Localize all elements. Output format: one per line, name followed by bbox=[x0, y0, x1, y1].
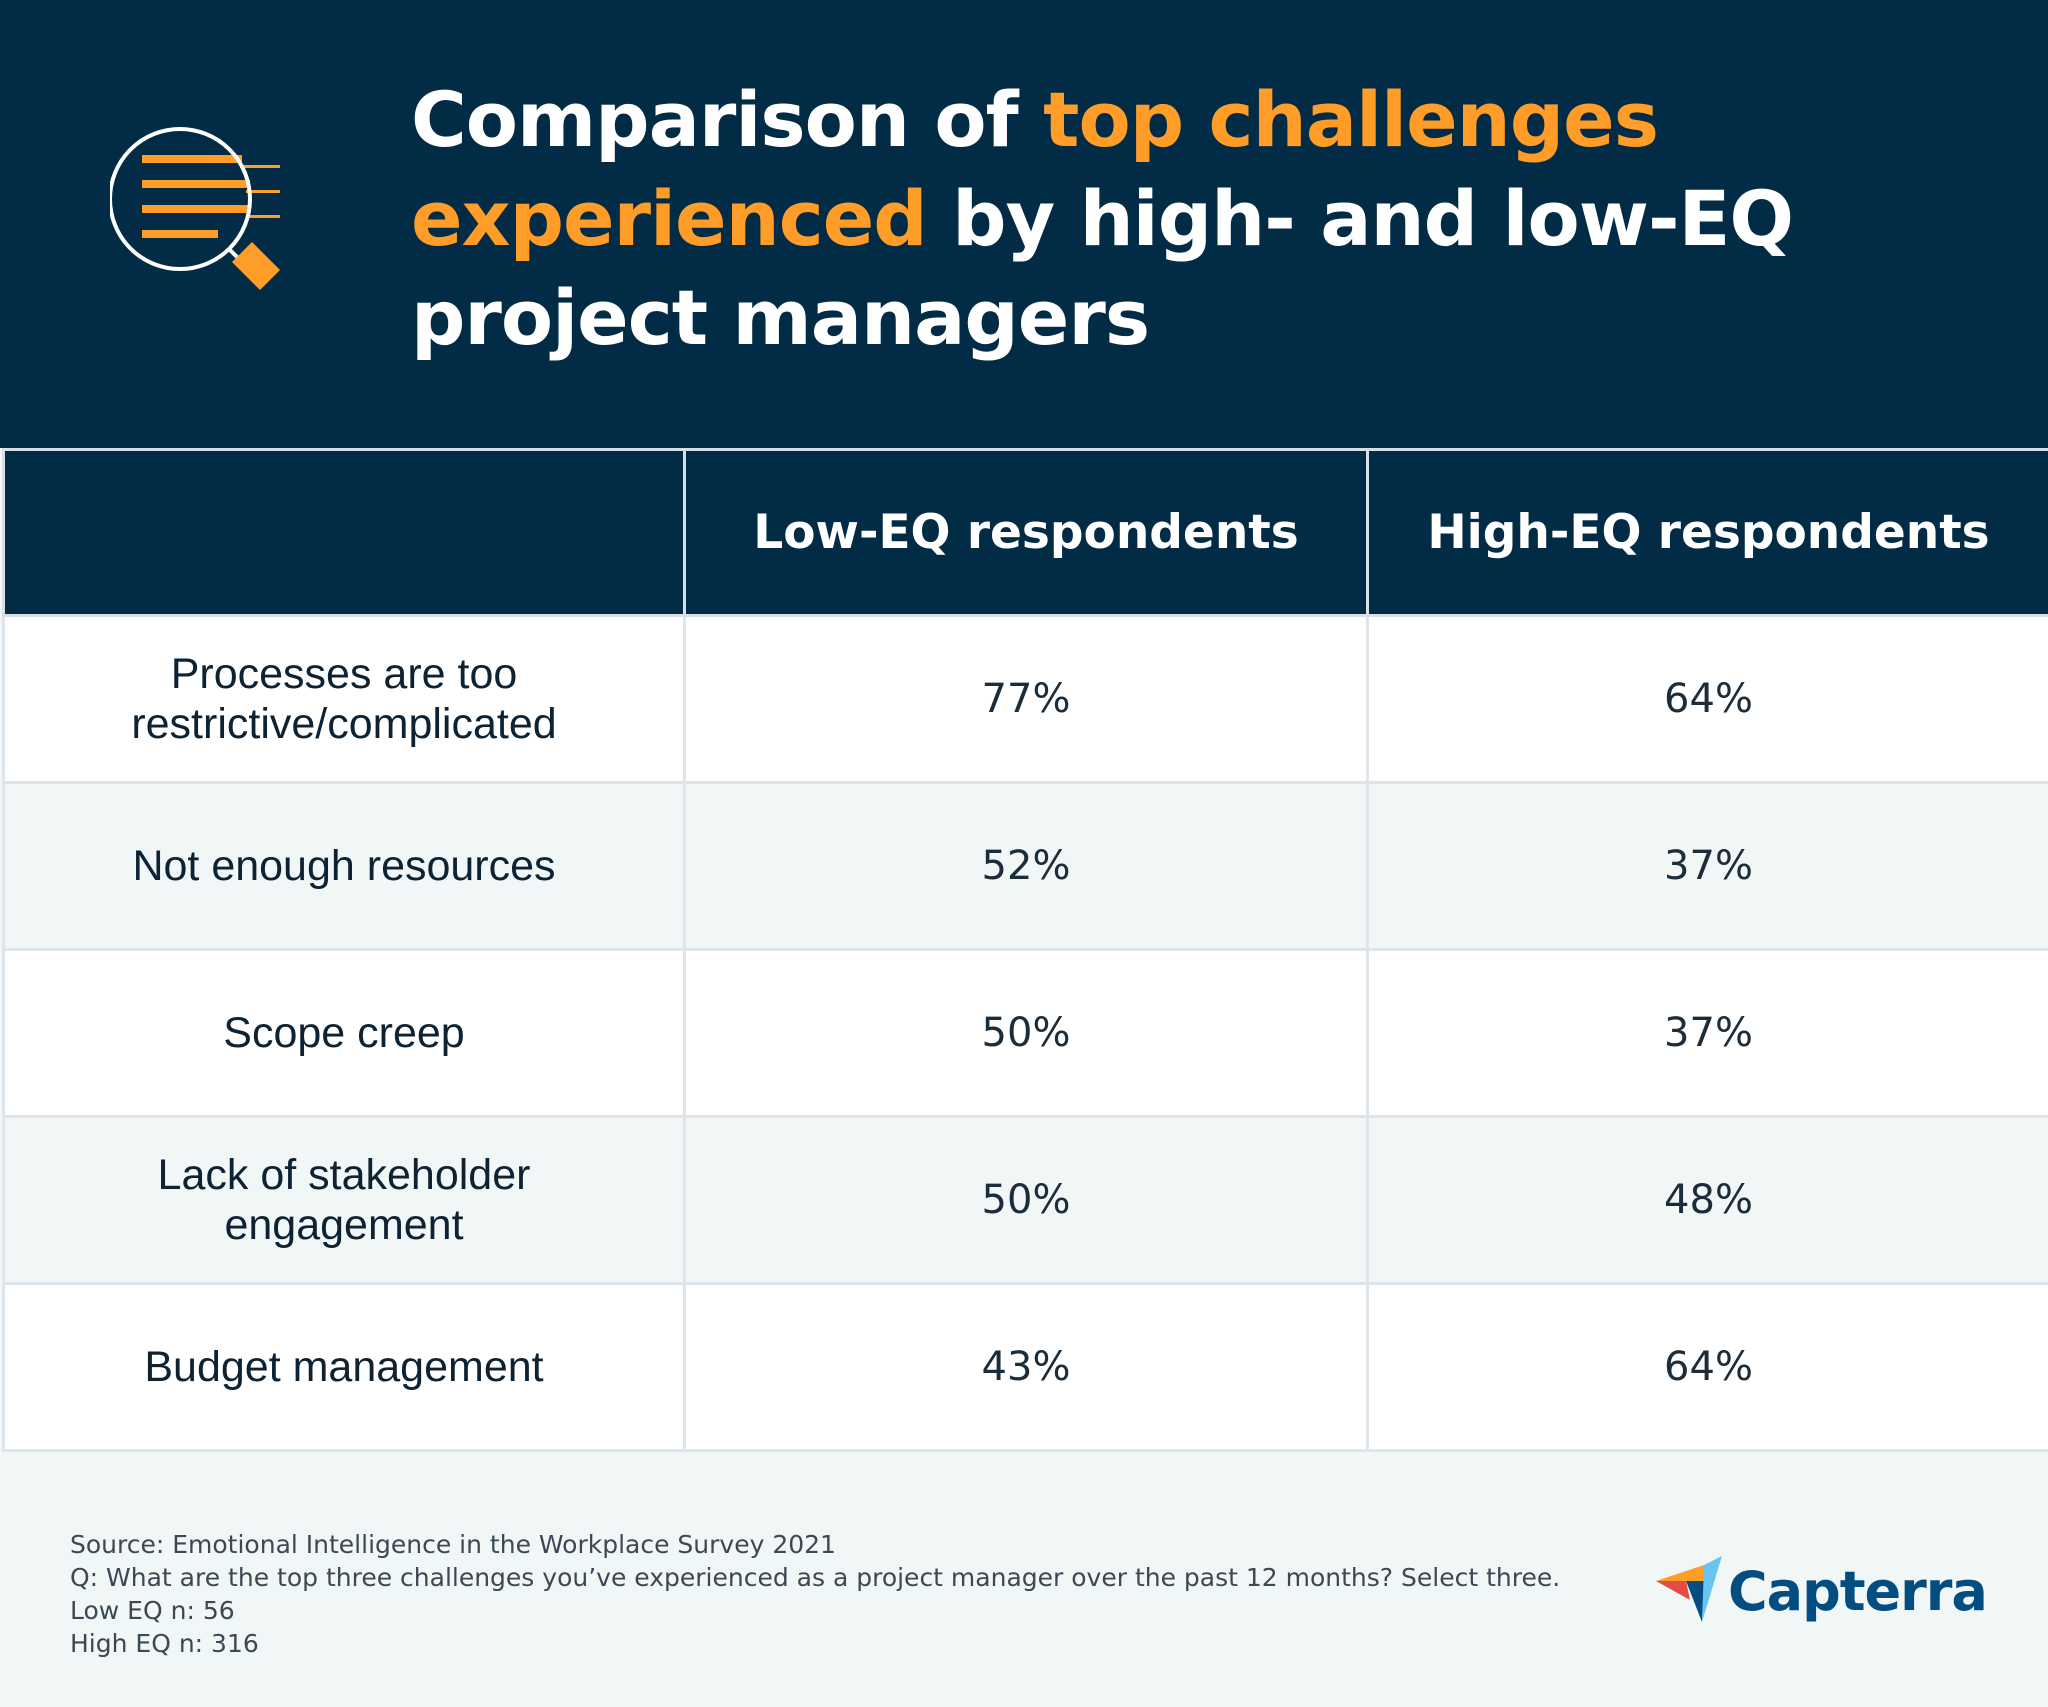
high-eq-value: 64% bbox=[1366, 614, 2048, 784]
high-eq-value: 37% bbox=[1366, 781, 2048, 951]
footer-notes: Source: Emotional Intelligence in the Wo… bbox=[70, 1528, 1560, 1660]
row-label: Processes are too restrictive/complicate… bbox=[2, 614, 686, 784]
page-title: Comparison of top challenges experienced… bbox=[411, 70, 1971, 367]
high-eq-value: 37% bbox=[1366, 948, 2048, 1118]
high-eq-value: 48% bbox=[1366, 1115, 2048, 1285]
column-header-low-eq: Low-EQ respondents bbox=[683, 448, 1369, 617]
low-eq-value: 50% bbox=[683, 948, 1369, 1118]
low-eq-value: 50% bbox=[683, 1115, 1369, 1285]
title-highlight: top challenges experienced bbox=[411, 75, 1659, 263]
table-row: Lack of stakeholder engagement 50% 48% bbox=[2, 1115, 2048, 1285]
magnifying-glass-document-icon bbox=[110, 127, 280, 290]
low-eq-sample: Low EQ n: 56 bbox=[70, 1596, 235, 1625]
row-label: Lack of stakeholder engagement bbox=[2, 1115, 686, 1285]
low-eq-value: 52% bbox=[683, 781, 1369, 951]
table-row: Scope creep 50% 37% bbox=[2, 948, 2048, 1118]
low-eq-value: 43% bbox=[683, 1282, 1369, 1452]
high-eq-value: 64% bbox=[1366, 1282, 2048, 1452]
row-label: Not enough resources bbox=[2, 781, 686, 951]
table-row: Not enough resources 52% 37% bbox=[2, 781, 2048, 951]
row-label: Budget management bbox=[2, 1282, 686, 1452]
capterra-logo: Capterra bbox=[1656, 1556, 1988, 1626]
low-eq-value: 77% bbox=[683, 614, 1369, 784]
header-banner: Comparison of top challenges experienced… bbox=[0, 0, 2048, 448]
title-part1: Comparison of bbox=[411, 75, 1044, 164]
row-label: Scope creep bbox=[2, 948, 686, 1118]
comparison-table: Low-EQ respondents High-EQ respondents P… bbox=[2, 448, 2048, 1452]
capterra-wordmark: Capterra bbox=[1728, 1559, 1988, 1623]
column-header-blank bbox=[2, 448, 686, 617]
table-row: Processes are too restrictive/complicate… bbox=[2, 614, 2048, 784]
column-header-high-eq: High-EQ respondents bbox=[1366, 448, 2048, 617]
source-note: Source: Emotional Intelligence in the Wo… bbox=[70, 1530, 836, 1559]
title-part2: by high- and low-EQ project managers bbox=[411, 174, 1794, 362]
table-row: Budget management 43% 64% bbox=[2, 1282, 2048, 1452]
question-note: Q: What are the top three challenges you… bbox=[70, 1563, 1561, 1592]
capterra-arrow-icon bbox=[1656, 1556, 1722, 1622]
table-header-row: Low-EQ respondents High-EQ respondents bbox=[2, 448, 2048, 617]
high-eq-sample: High EQ n: 316 bbox=[70, 1629, 259, 1658]
